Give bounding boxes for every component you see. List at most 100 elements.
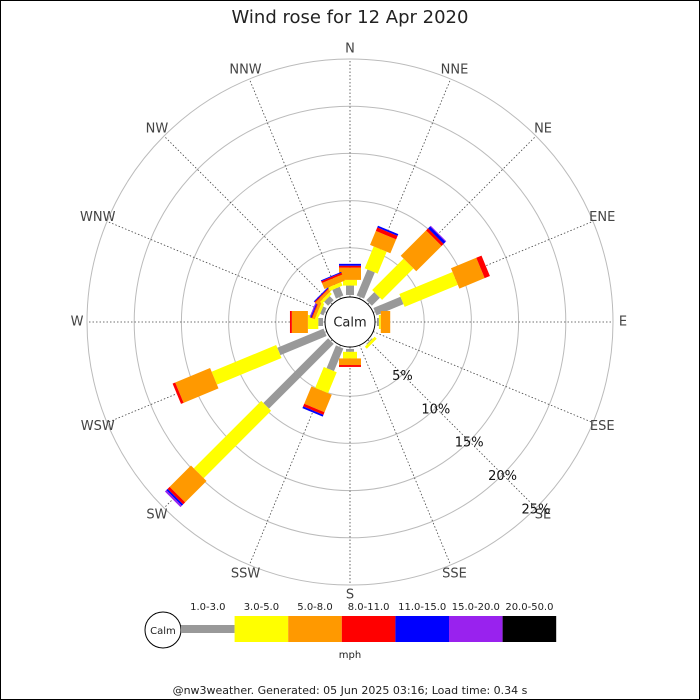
bar-segment xyxy=(377,318,379,326)
bar-segment xyxy=(316,302,325,317)
bar-segment xyxy=(303,403,325,415)
chart-title: Wind rose for 12 Apr 2020 xyxy=(232,7,469,28)
calm-label: Calm xyxy=(333,316,366,331)
bar-segment xyxy=(426,228,444,246)
bar-segment xyxy=(307,315,319,329)
direction-label: SE xyxy=(535,508,551,523)
direction-label: ESE xyxy=(590,419,615,434)
bar-segment xyxy=(366,292,380,306)
bar-segment xyxy=(193,400,272,479)
bar-segment xyxy=(172,382,184,404)
direction-label: NNW xyxy=(229,62,261,77)
bar-segment xyxy=(328,282,343,292)
bar-segment xyxy=(302,406,324,417)
bar-segment xyxy=(428,226,446,244)
bar-segment xyxy=(312,297,324,320)
bar-segment xyxy=(339,358,361,366)
bar-segment xyxy=(400,230,442,272)
bar-segment xyxy=(291,311,308,333)
direction-label: SSW xyxy=(231,567,261,582)
spoke xyxy=(106,220,328,313)
bar-segment xyxy=(370,230,397,254)
bar-segment xyxy=(339,265,361,268)
direction-label: WSW xyxy=(81,419,115,434)
bar-segment xyxy=(346,349,354,352)
bar-segment xyxy=(319,291,332,304)
bar-segment xyxy=(364,246,387,274)
ring-label: 5% xyxy=(392,369,413,384)
bar-segment xyxy=(315,287,333,305)
bar-segment xyxy=(372,258,414,300)
bar-segment xyxy=(320,271,342,282)
spoke xyxy=(248,78,341,300)
direction-label: E xyxy=(619,315,627,330)
bar-segment xyxy=(277,328,327,356)
bar-segment xyxy=(430,225,447,242)
legend-label: 1.0-3.0 xyxy=(190,602,225,613)
bar-segment xyxy=(318,318,323,326)
direction-label: NE xyxy=(534,121,552,136)
bar-segment xyxy=(164,490,182,508)
legend-label: 11.0-15.0 xyxy=(398,602,446,613)
bar-segment xyxy=(377,225,399,236)
legend-swatch xyxy=(502,616,557,642)
ring-label: 15% xyxy=(455,436,484,451)
legend-label: 5.0-8.0 xyxy=(297,602,332,613)
footer: @nw3weather. Generated: 05 Jun 2025 03:1… xyxy=(173,684,528,697)
bar-segment xyxy=(399,271,458,307)
bar-segment xyxy=(167,486,186,505)
bar-segment xyxy=(343,279,357,286)
spoke xyxy=(367,339,537,509)
bar-segment xyxy=(450,257,485,289)
bar-segment xyxy=(476,255,490,279)
direction-label: N xyxy=(345,42,355,57)
bar-segment xyxy=(356,269,375,299)
legend-label: 15.0-20.0 xyxy=(452,602,500,613)
bar-segment xyxy=(378,315,381,329)
legend-swatch xyxy=(341,616,396,642)
bar-segment xyxy=(326,345,344,372)
direction-label: S xyxy=(346,588,354,603)
bar-segment xyxy=(314,286,331,303)
bar-segment xyxy=(169,465,207,503)
legend-label: 20.0-50.0 xyxy=(505,602,553,613)
bar-segment xyxy=(380,311,391,333)
bar-segment xyxy=(313,285,331,303)
bar-segment xyxy=(375,227,398,240)
bar-segment xyxy=(343,351,357,359)
bar-segment xyxy=(315,366,337,394)
legend-label: 3.0-5.0 xyxy=(244,602,279,613)
direction-label: SSE xyxy=(442,567,467,582)
direction-label: ENE xyxy=(589,210,615,225)
ring xyxy=(228,200,472,444)
bar-segment xyxy=(304,386,332,413)
ring-label: 25% xyxy=(522,502,551,517)
bar-segment xyxy=(175,368,219,403)
legend-label: 8.0-11.0 xyxy=(348,602,390,613)
legend-swatch xyxy=(288,616,342,642)
legend-unit: mph xyxy=(339,650,361,661)
legend-calm-label: Calm xyxy=(150,626,176,637)
bar-segment xyxy=(373,296,404,316)
bar-segment xyxy=(339,365,361,367)
ring xyxy=(133,105,567,539)
legend-swatch xyxy=(395,616,449,642)
bar-segment xyxy=(366,338,373,345)
ring-label: 10% xyxy=(421,402,450,417)
direction-label: NNE xyxy=(441,62,469,77)
legend-swatch xyxy=(181,625,235,633)
bar-segment xyxy=(324,296,334,306)
direction-label: W xyxy=(71,315,84,330)
bar-segment xyxy=(346,285,354,295)
spoke xyxy=(163,135,333,305)
bar-segment xyxy=(263,338,334,409)
calm-circle xyxy=(324,296,376,348)
direction-label: WNW xyxy=(80,210,116,225)
bar-segment xyxy=(289,311,292,333)
bar-segment xyxy=(320,306,327,316)
bar-segment xyxy=(166,488,184,506)
bar-segment xyxy=(339,267,361,280)
bar-segment xyxy=(339,263,361,266)
direction-label: NW xyxy=(146,121,169,136)
legend-swatch xyxy=(234,616,289,642)
